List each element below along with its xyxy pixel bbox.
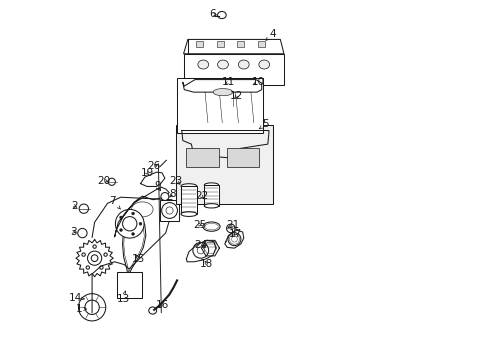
Bar [204,185,218,206]
Text: 7: 7 [109,196,121,209]
Text: 3: 3 [70,227,76,237]
Text: 24: 24 [194,240,207,250]
Ellipse shape [238,60,249,69]
Circle shape [122,217,137,231]
Polygon shape [183,54,284,85]
Bar [181,186,196,214]
Bar [196,41,203,47]
Circle shape [139,222,142,225]
Text: 26: 26 [147,161,161,171]
Ellipse shape [181,212,196,216]
Text: 11: 11 [221,77,235,87]
Text: 25: 25 [193,220,206,230]
Circle shape [79,204,88,213]
Ellipse shape [217,12,226,19]
Polygon shape [183,40,284,54]
Circle shape [192,242,208,258]
Bar [216,41,223,47]
Text: 16: 16 [155,300,168,310]
Text: 20: 20 [97,176,110,186]
Circle shape [85,300,99,315]
FancyBboxPatch shape [117,272,142,298]
Text: 21: 21 [226,220,239,230]
Ellipse shape [258,60,269,69]
Text: 12: 12 [229,91,243,101]
Circle shape [120,216,122,219]
Bar [258,41,265,47]
Text: 15: 15 [132,254,145,264]
Text: 17: 17 [228,229,242,239]
Circle shape [115,210,144,238]
Ellipse shape [148,307,156,314]
Circle shape [108,178,115,185]
Text: 23: 23 [169,176,182,186]
Circle shape [78,228,87,238]
Bar [226,148,258,167]
Bar [237,41,244,47]
Text: 14: 14 [68,293,84,303]
Circle shape [229,100,236,106]
Text: 8: 8 [169,189,176,199]
Text: 18: 18 [200,259,213,269]
Ellipse shape [204,204,218,208]
Ellipse shape [198,60,208,69]
Circle shape [120,229,122,231]
Ellipse shape [204,183,218,187]
Bar [186,148,218,167]
Text: 9: 9 [154,181,161,192]
Text: 19: 19 [140,168,153,178]
Text: 2: 2 [71,201,77,211]
Ellipse shape [217,60,228,69]
Text: 5: 5 [259,120,268,129]
Ellipse shape [213,89,232,96]
Text: 13: 13 [117,291,130,304]
Circle shape [162,203,177,219]
Text: 22: 22 [194,191,208,201]
Circle shape [78,294,105,321]
Text: 1: 1 [75,304,86,314]
Bar [175,126,273,204]
Circle shape [227,233,241,246]
Circle shape [131,233,134,235]
Text: 4: 4 [265,29,276,40]
Text: 10: 10 [251,77,264,87]
Ellipse shape [181,184,196,189]
Circle shape [161,193,168,201]
Circle shape [131,212,134,215]
Text: 6: 6 [208,9,216,19]
Bar [160,200,179,221]
Bar [177,78,263,134]
Circle shape [226,224,235,233]
